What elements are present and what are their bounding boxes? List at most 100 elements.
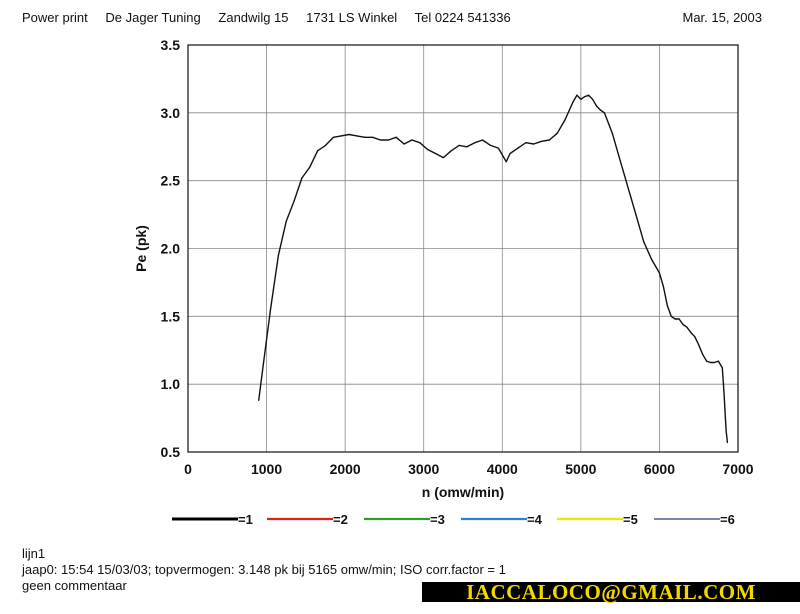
print-date: Mar. 15, 2003 [682,10,763,25]
data-point [293,200,295,202]
data-point [442,157,444,159]
x-tick-label: 0 [184,461,192,477]
data-point [317,150,319,152]
data-point [466,146,468,148]
y-tick-label: 3.5 [161,37,181,53]
data-point [324,144,327,146]
legend-label-4: =4 [527,512,543,527]
data-point [706,360,708,362]
x-tick-label: 1000 [251,461,282,477]
legend-label-3: =3 [430,512,445,527]
data-point [474,142,476,144]
y-tick-label: 0.5 [161,444,181,460]
plot-frame [187,44,739,453]
data-point [658,272,661,274]
data-point [584,96,586,98]
data-point [497,147,499,149]
company-address: Zandwilg 15 [218,10,289,25]
data-point [596,105,598,107]
company-phone: Tel 0224 541336 [414,10,511,25]
data-point [434,152,437,155]
data-point [694,336,696,338]
data-point [411,139,413,141]
x-tick-label: 3000 [408,461,439,477]
print-title: Power print [22,10,88,25]
legend-label-2: =2 [333,512,348,527]
legend-label-1: =1 [238,512,253,527]
company-city: 1731 LS Winkel [306,10,398,25]
data-point [702,353,704,355]
header: Power print De Jager Tuning Zandwilg 15 … [22,10,525,25]
data-point [419,142,421,144]
data-point [309,166,311,168]
data-point [721,367,723,369]
y-axis-label: Pe (pk) [133,225,149,272]
x-axis-label: n (omw/min) [422,484,504,500]
data-point [548,139,551,141]
data-point [678,318,680,320]
footer: lijn1 jaap0: 15:54 15/03/03; topvermogen… [22,546,506,594]
x-tick-label: 4000 [487,461,518,477]
data-point [427,148,429,151]
data-point [356,135,358,137]
footer-line-comment: geen commentaar [22,578,127,593]
data-point [269,308,272,311]
data-point [725,431,727,433]
data-point [489,144,492,146]
data-point [599,109,602,111]
data-point [682,323,684,326]
data-point [580,98,582,100]
data-point [666,304,668,307]
data-point [603,112,606,114]
data-point [301,177,303,179]
data-point [662,285,665,288]
data-point [482,139,484,141]
data-point [403,143,405,145]
data-point [285,220,287,222]
y-tick-label: 1.5 [161,308,181,324]
x-tick-label: 6000 [644,461,675,477]
data-point [698,344,700,346]
data-point [262,363,264,365]
data-point [332,136,334,138]
data-point [258,399,260,401]
y-tick-label: 2.0 [161,241,181,257]
data-point [395,136,397,138]
data-point [724,417,727,419]
data-point [564,119,566,121]
data-point [619,159,621,161]
data-point [340,135,342,137]
data-point [450,150,452,152]
data-point [635,214,637,216]
data-point [372,136,374,138]
data-point [690,332,692,334]
footer-line-summary: jaap0: 15:54 15/03/03; topvermogen: 3.14… [22,562,506,577]
y-tick-label: 1.0 [161,376,181,392]
data-point [387,139,389,141]
data-point [670,315,672,317]
data-point [576,94,578,96]
x-tick-label: 5000 [565,461,596,477]
data-point [651,258,653,260]
data-point [541,140,543,142]
data-point [709,361,712,364]
power-chart: 0 1000 2000 3000 4000 5000 6000 7000 0.5 1.0 1.5 2.… [133,37,754,527]
data-point [592,98,594,100]
data-point [726,441,729,444]
footer-line-name: lijn1 [22,546,46,561]
data-point [505,161,507,163]
legend-label-5: =5 [623,512,638,527]
data-point [348,133,350,136]
data-point [509,152,511,155]
power-curve-line [258,94,729,443]
y-tick-label: 2.5 [161,173,181,189]
data-point [533,143,535,145]
y-tick-label: 3.0 [161,105,181,121]
data-point [556,132,558,134]
data-point [726,437,728,439]
data-point [572,101,574,103]
data-point [674,318,676,320]
x-tick-label: 7000 [722,461,753,477]
legend-label-6: =6 [720,512,735,527]
data-point [588,94,590,96]
